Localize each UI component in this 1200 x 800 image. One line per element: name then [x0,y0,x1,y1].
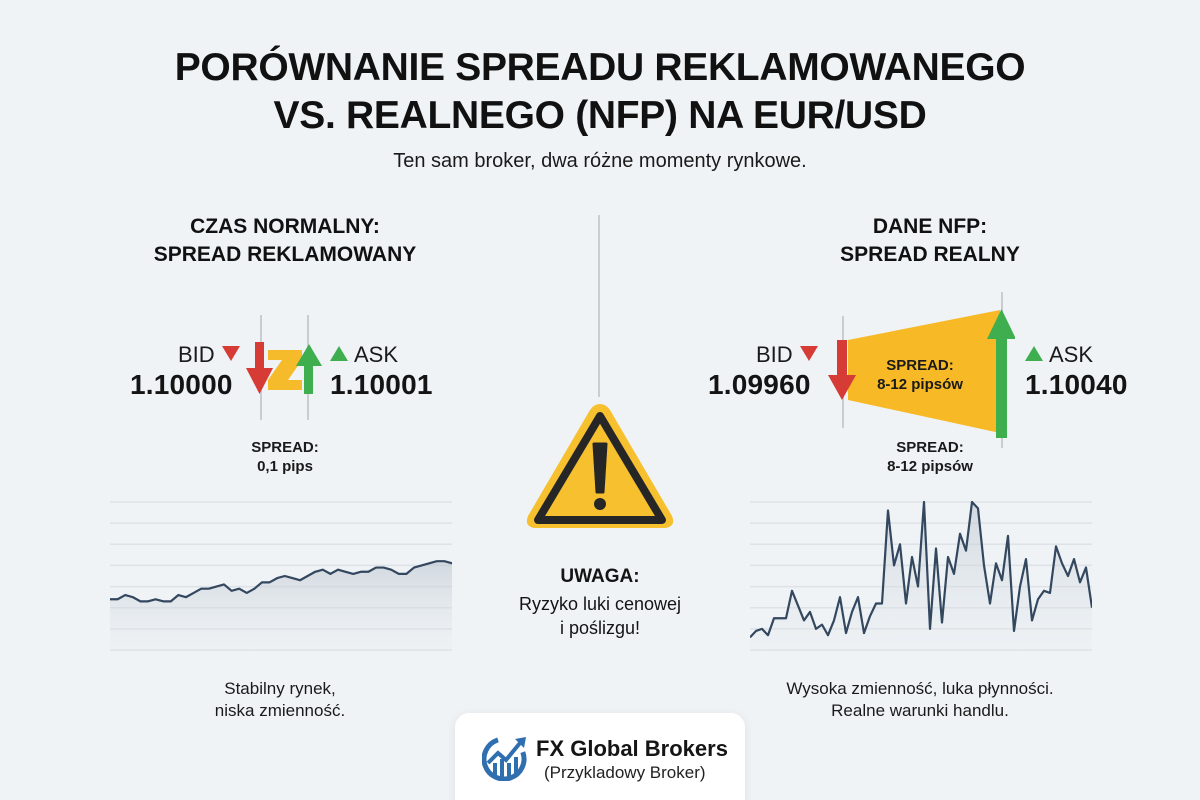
left-heading: CZAS NORMALNY: SPREAD REKLAMOWANY [90,213,480,269]
right-ask-label: ASK [1049,342,1094,367]
chart-area [750,502,1092,650]
warning-line-2: i poślizgu! [559,618,641,638]
page-title: PORÓWNANIE SPREADU REKLAMOWANEGO VS. REA… [0,44,1200,140]
inner-spread-label: SPREAD: [886,357,954,374]
broker-name: FX Global Brokers [536,736,728,761]
left-bid-label: BID [178,342,215,368]
right-bid-price: 1.09960 [708,369,811,400]
title-line-2: VS. REALNEGO (NFP) NA EUR/USD [273,94,927,137]
right-spread-caption: SPREAD: 8-12 pipsów [830,438,1030,476]
broker-logo-icon [482,736,527,781]
left-volatility-chart [110,501,452,651]
left-caption-line-1: Stabilny rynek, [224,679,336,698]
left-heading-line-2: SPREAD REKLAMOWANY [153,243,417,266]
left-ask-label: ASK [354,342,399,367]
left-ask-price: 1.10001 [330,369,433,400]
right-caption-line-1: Wysoka zmienność, luka płynności. [786,679,1054,698]
right-heading: DANE NFP: SPREAD REALNY [730,213,1130,269]
right-heading-line-1: DANE NFP: [872,215,988,238]
left-heading-line-1: CZAS NORMALNY: [190,215,380,238]
right-bid-label: BID [756,342,793,367]
left-bid-price: 1.10000 [130,369,233,400]
spread-z-shape [268,350,302,390]
left-spread-value: 0,1 pips [257,458,313,475]
red-down-arrow-icon [246,342,273,394]
green-up-arrow-icon [296,344,322,394]
warning-title: UWAGA: [560,566,640,587]
red-down-arrow-icon [828,340,856,400]
left-caption: Stabilny rynek, niska zmienność. [130,678,430,722]
right-volatility-chart [750,500,1092,651]
subtitle: Ten sam broker, dwa różne momenty rynkow… [393,150,807,172]
warning-triangle-icon [526,404,674,528]
ask-up-triangle-icon [330,346,348,361]
left-spread-caption: SPREAD: 0,1 pips [210,438,360,476]
ask-up-triangle-icon [1025,346,1043,361]
spread-wedge-shape [848,310,1000,433]
inner-spread-value: 8-12 pipsów [877,376,963,393]
right-inner-spread-caption: SPREAD: 8-12 pipsów [860,356,980,394]
warning-line-1: Ryzyko luki cenowej [518,594,682,614]
right-heading-line-2: SPREAD REALNY [840,243,1020,266]
right-spread-label: SPREAD: [896,439,964,456]
left-spread-label: SPREAD: [251,439,319,456]
right-caption-line-2: Realne warunki handlu. [831,701,1009,720]
warning-text: Ryzyko luki cenowej i poślizgu! [480,592,720,640]
chart-area [110,561,452,650]
right-caption: Wysoka zmienność, luka płynności. Realne… [720,678,1120,722]
left-caption-line-2: niska zmienność. [214,701,346,720]
left-spread-graphic [246,342,322,394]
chart-line [750,500,1092,639]
bid-down-triangle-icon [222,346,240,361]
bid-down-triangle-icon [800,346,818,361]
title-line-1: PORÓWNANIE SPREADU REKLAMOWANEGO [174,46,1026,89]
green-up-arrow-icon [987,309,1015,438]
right-ask-price: 1.10040 [1025,369,1128,400]
broker-subtitle: (Przykladowy Broker) [544,763,706,782]
center-divider [598,215,600,397]
right-spread-value: 8-12 pipsów [887,458,973,475]
bid-text: BID [178,342,215,367]
right-spread-graphic [828,309,1015,438]
chart-line [110,560,452,603]
